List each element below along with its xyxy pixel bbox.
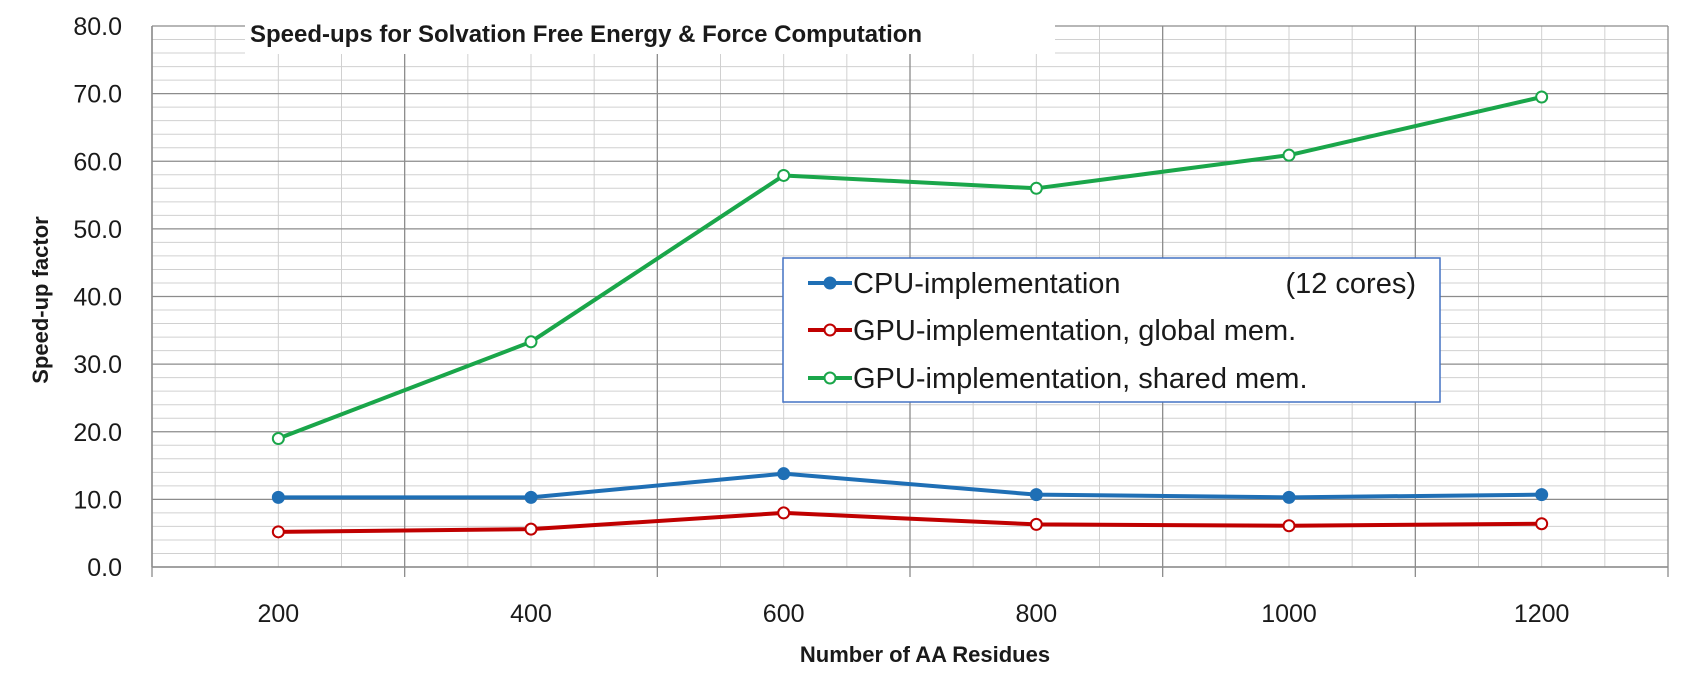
legend-label-3: GPU-implementation, shared mem. (853, 363, 1308, 395)
y-tick-label: 0.0 (87, 554, 122, 582)
data-point (1029, 517, 1043, 531)
series-line-2 (278, 510, 1542, 534)
legend-note-1: (12 cores) (1285, 268, 1416, 300)
chart-title-background (245, 12, 1055, 54)
x-axis-title: Number of AA Residues (800, 642, 1050, 667)
data-point (271, 432, 285, 446)
legend-label-2: GPU-implementation, global mem. (853, 315, 1296, 347)
legend-marker-2 (823, 323, 837, 337)
y-tick-label: 70.0 (73, 81, 122, 109)
data-point (271, 490, 285, 504)
data-point (524, 335, 538, 349)
x-tick-label: 400 (510, 600, 552, 628)
data-point (1282, 148, 1296, 162)
data-point (524, 522, 538, 536)
data-point (1029, 488, 1043, 502)
data-point (524, 490, 538, 504)
data-point (1029, 181, 1043, 195)
axes: 0.0 10.0 20.0 30.0 40.0 50.0 60.0 70.0 80.0 200 40… (73, 13, 1669, 628)
chart-title: Speed-ups for Solvation Free Energy & Fo… (250, 21, 922, 48)
data-point (1282, 519, 1296, 533)
series-line-3 (277, 95, 1543, 441)
data-point (271, 525, 285, 539)
x-tick-label: 800 (1015, 600, 1057, 628)
y-tick-label: 60.0 (73, 148, 122, 176)
y-axis-title: Speed-up factor (28, 216, 53, 384)
y-tick-label: 80.0 (73, 13, 122, 41)
data-point (777, 168, 791, 182)
data-point (1535, 90, 1549, 104)
data-point (1282, 490, 1296, 504)
legend-marker-1 (823, 276, 837, 290)
legend: CPU-implementation (12 cores) GPU-implemen… (782, 257, 1441, 403)
data-point (777, 506, 791, 520)
data-point (1535, 517, 1549, 531)
legend-items: CPU-implementation (12 cores) GPU-implemen… (808, 268, 1416, 395)
legend-marker-3 (823, 371, 837, 385)
y-tick-label: 20.0 (73, 419, 122, 447)
series-layer (271, 90, 1549, 539)
x-tick-label: 1000 (1261, 600, 1317, 628)
y-tick-label: 30.0 (73, 351, 122, 379)
data-point (1535, 488, 1549, 502)
data-point (777, 467, 791, 481)
y-tick-label: 10.0 (73, 486, 122, 514)
legend-box (782, 257, 1441, 403)
series-line-1 (278, 471, 1542, 500)
y-tick-label: 50.0 (73, 216, 122, 244)
x-tick-label: 1200 (1514, 600, 1570, 628)
legend-label-1: CPU-implementation (853, 268, 1121, 300)
y-tick-label: 40.0 (73, 284, 122, 312)
x-tick-label: 600 (763, 600, 805, 628)
x-tick-label: 200 (257, 600, 299, 628)
